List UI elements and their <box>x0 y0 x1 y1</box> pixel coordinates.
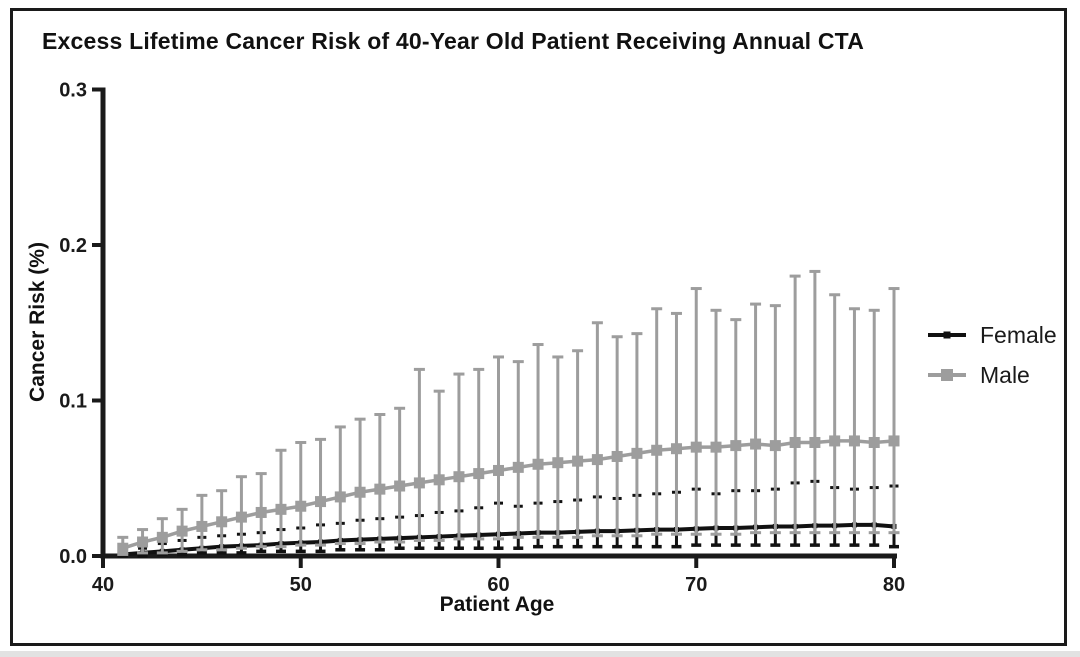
chart-title: Excess Lifetime Cancer Risk of 40-Year O… <box>42 28 865 54</box>
series-male <box>117 269 900 556</box>
svg-text:60: 60 <box>487 574 509 596</box>
screenshot-bottom-edge <box>0 651 1080 657</box>
svg-text:0.1: 0.1 <box>59 391 87 413</box>
x-axis-label: Patient Age <box>439 593 555 616</box>
svg-text:50: 50 <box>290 574 312 596</box>
legend-item-male: Male <box>928 362 1030 388</box>
legend-item-female: Female <box>928 322 1057 348</box>
svg-text:0.3: 0.3 <box>59 80 87 102</box>
svg-text:0.0: 0.0 <box>59 546 87 568</box>
male-line-marker-icon <box>928 362 966 388</box>
legend-label-male: Male <box>980 362 1030 388</box>
female-line-marker-icon <box>928 322 966 348</box>
y-axis: 0.0 0.1 0.2 0.3 <box>59 80 106 568</box>
svg-text:70: 70 <box>685 574 707 596</box>
legend-label-female: Female <box>980 322 1057 348</box>
svg-text:40: 40 <box>92 574 114 596</box>
svg-text:80: 80 <box>883 574 905 596</box>
x-axis: 40 50 60 70 80 <box>92 553 905 596</box>
svg-text:0.2: 0.2 <box>59 235 87 257</box>
